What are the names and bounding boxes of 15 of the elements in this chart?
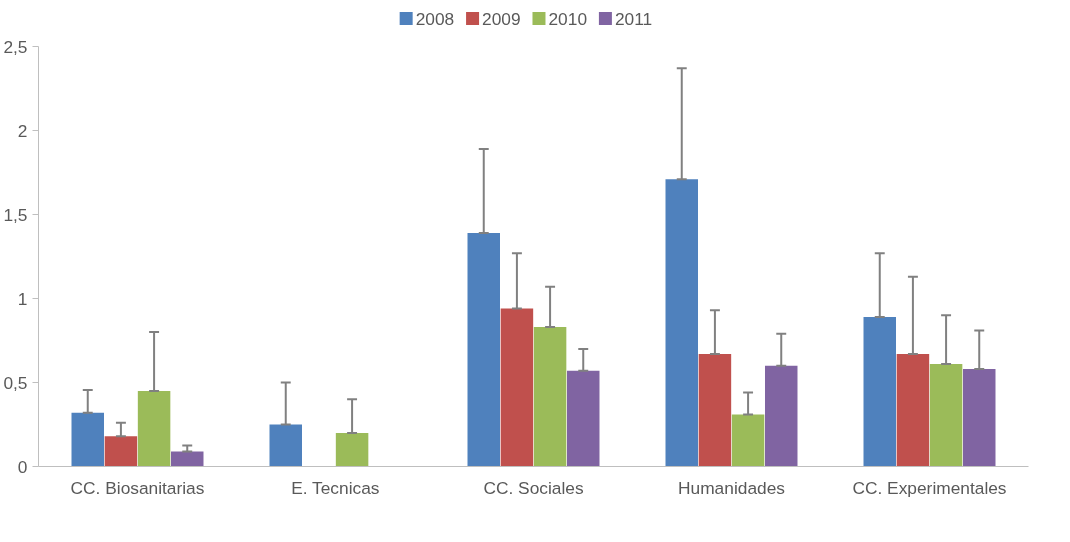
legend-label: 2009 — [482, 8, 521, 29]
x-tick-label: CC. Experimentales — [852, 477, 1007, 498]
y-tick-label: 2 — [17, 120, 28, 141]
y-tick-label: 1 — [17, 288, 28, 309]
x-tick-label: CC. Biosanitarias — [70, 477, 205, 498]
x-tick-label: CC. Sociales — [483, 477, 584, 498]
y-tick-label: 0 — [17, 456, 28, 477]
x-tick-label: E. Tecnicas — [291, 477, 380, 498]
y-tick-label: 0,5 — [3, 372, 28, 393]
y-tick-label: 1,5 — [3, 204, 28, 225]
y-tick-label: 2,5 — [3, 36, 28, 57]
x-tick-label: Humanidades — [678, 477, 786, 498]
legend-label: 2011 — [614, 8, 653, 29]
legend-label: 2008 — [415, 8, 455, 29]
legend-label: 2010 — [548, 8, 588, 29]
